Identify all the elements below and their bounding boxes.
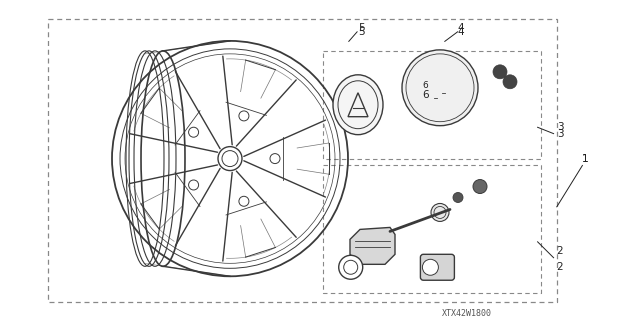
Circle shape xyxy=(239,111,249,121)
Ellipse shape xyxy=(333,75,383,135)
Bar xyxy=(323,166,541,293)
Circle shape xyxy=(270,154,280,164)
Text: 6: 6 xyxy=(423,81,428,90)
Text: 3: 3 xyxy=(557,122,563,132)
Text: 2: 2 xyxy=(557,262,563,272)
Ellipse shape xyxy=(431,204,449,221)
Text: 5: 5 xyxy=(358,23,365,33)
Text: 1: 1 xyxy=(582,154,589,164)
Text: 3: 3 xyxy=(557,129,563,139)
Ellipse shape xyxy=(493,65,507,79)
Circle shape xyxy=(339,255,363,279)
Circle shape xyxy=(422,259,438,275)
Ellipse shape xyxy=(453,192,463,203)
Text: 4: 4 xyxy=(458,27,464,37)
Text: 6: 6 xyxy=(422,91,429,100)
Text: XTX42W1800: XTX42W1800 xyxy=(442,309,492,318)
Text: 5: 5 xyxy=(358,27,365,37)
Circle shape xyxy=(218,147,242,171)
Ellipse shape xyxy=(473,180,487,194)
Text: 1: 1 xyxy=(582,154,589,164)
Circle shape xyxy=(402,50,478,126)
Text: 2: 2 xyxy=(557,246,563,256)
Text: 4: 4 xyxy=(458,23,464,33)
Polygon shape xyxy=(350,227,395,264)
FancyBboxPatch shape xyxy=(420,254,454,280)
Circle shape xyxy=(239,196,249,206)
Circle shape xyxy=(189,127,198,137)
Bar xyxy=(48,19,557,302)
Circle shape xyxy=(189,180,198,190)
Ellipse shape xyxy=(503,75,517,89)
Bar xyxy=(323,51,541,159)
